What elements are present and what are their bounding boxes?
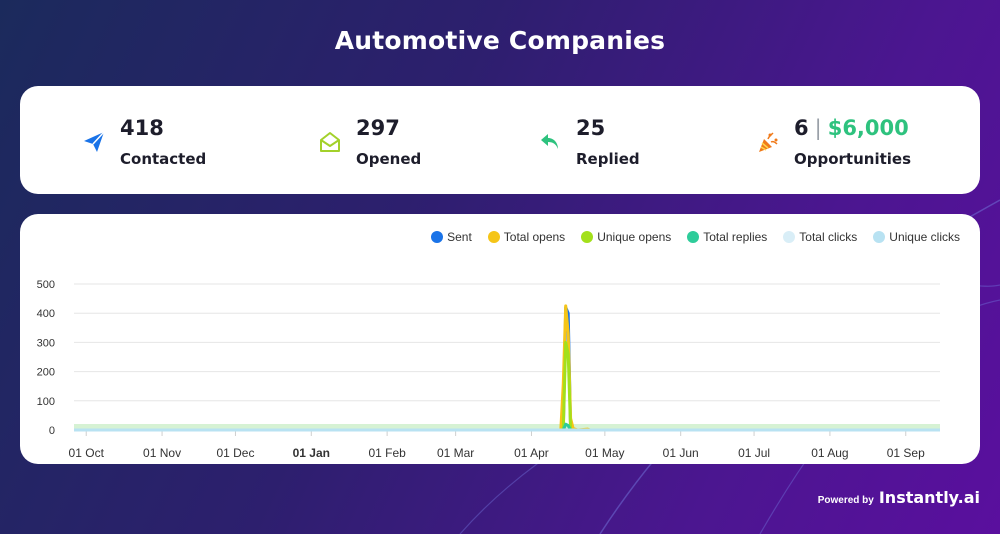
legend-label: Sent [447, 230, 472, 244]
x-tick-label: 01 Sep [887, 446, 925, 460]
legend-item-unique-clicks[interactable]: Unique clicks [873, 230, 960, 244]
x-tick-label: 01 Jan [293, 446, 330, 460]
legend-item-total-replies[interactable]: Total replies [687, 230, 767, 244]
page-title: Automotive Companies [334, 26, 666, 55]
legend-item-sent[interactable]: Sent [431, 230, 472, 244]
stat-label: Opened [356, 150, 422, 168]
series-line-total-replies [561, 422, 572, 431]
zero-baseline-area [74, 424, 940, 430]
y-tick-label: 500 [37, 279, 55, 291]
series-line-unique-opens [561, 340, 573, 431]
x-tick-label: 01 Feb [368, 446, 406, 460]
party-popper-icon [759, 132, 778, 152]
legend-dot [873, 231, 886, 243]
legend-label: Total opens [503, 230, 566, 244]
stats-card: 418 Contacted 297 Opened 25 Replied 6 | $6… [20, 86, 980, 194]
y-tick-label: 300 [37, 337, 55, 349]
legend-dot [687, 231, 700, 243]
x-tick-label: 01 Dec [216, 446, 254, 460]
stat-label: Opportunities [794, 150, 912, 168]
chart-card: 0 100 200 300 400 500 01 Oct 01 Nov 01 Dec 01 Jan… [20, 214, 980, 464]
stat-value: 418 [120, 116, 164, 140]
x-tick-label: 01 May [585, 446, 624, 460]
stat-label: Contacted [120, 150, 207, 168]
opportunities-count: 6 [794, 116, 809, 140]
legend-label: Unique opens [597, 230, 672, 244]
y-tick-label: 100 [37, 396, 55, 408]
legend-dot [487, 231, 500, 243]
stat-value: 25 [576, 116, 606, 140]
legend-item-total-clicks[interactable]: Total clicks [783, 230, 857, 244]
y-tick-label: 0 [49, 425, 55, 437]
stat-value: 297 [356, 116, 400, 140]
legend-dot [783, 231, 796, 243]
y-tick-label: 200 [37, 367, 55, 379]
envelope-open-icon [320, 132, 340, 152]
opportunities-value: $6,000 [827, 116, 909, 140]
separator: | [814, 116, 822, 140]
legend-label: Unique clicks [889, 230, 960, 244]
x-tick-label: 01 Jun [663, 446, 699, 460]
x-tick-label: 01 Oct [69, 446, 105, 460]
legend-item-total-opens[interactable]: Total opens [487, 230, 566, 244]
x-tick-label: 01 Nov [143, 446, 181, 460]
send-icon [84, 131, 105, 152]
x-tick-label: 01 Mar [437, 446, 474, 460]
x-tick-label: 01 Jul [738, 446, 770, 460]
y-tick-label: 400 [37, 308, 55, 320]
x-tick-label: 01 Apr [514, 446, 549, 460]
x-tick-label: 01 Aug [811, 446, 848, 460]
powered-by[interactable]: Powered by Instantly.ai [818, 488, 980, 507]
stat-label: Replied [576, 150, 640, 168]
chart-legend: Sent Total opens Unique opens Total replies… [431, 230, 960, 244]
stat-value: 6 | $6,000 [794, 116, 909, 140]
legend-dot [431, 231, 444, 243]
legend-label: Total clicks [799, 230, 858, 244]
reply-icon [541, 134, 558, 149]
legend-dot [581, 231, 594, 243]
brand-logo: Instantly.ai [878, 488, 980, 507]
legend-label: Total replies [703, 230, 768, 244]
legend-item-unique-opens[interactable]: Unique opens [581, 230, 671, 244]
line-chart: 0 100 200 300 400 500 01 Oct 01 Nov 01 Dec 01 Jan… [37, 279, 940, 460]
powered-by-text: Powered by [817, 495, 874, 506]
